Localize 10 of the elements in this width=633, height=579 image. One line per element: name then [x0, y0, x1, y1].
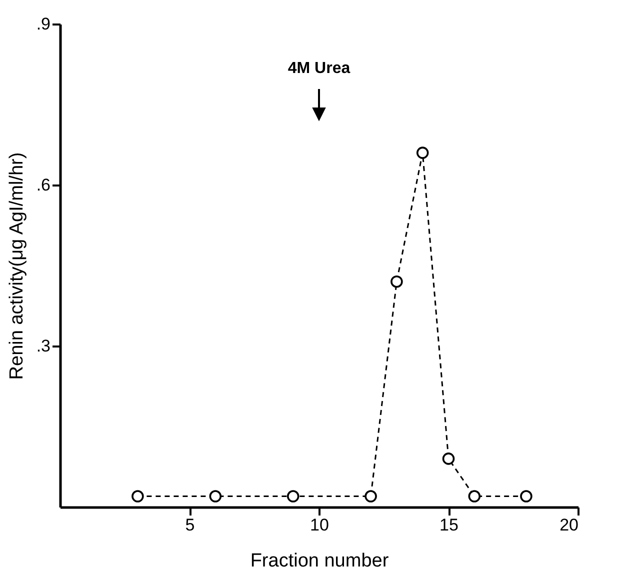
x-tick-label: 5 — [185, 516, 195, 534]
x-tick-label: 15 — [440, 516, 458, 534]
x-tick-label: 10 — [310, 516, 329, 534]
y-tick-label: .6 — [36, 176, 50, 194]
x-axis-title: Fraction number — [250, 550, 390, 572]
y-tick-label: .9 — [36, 14, 50, 34]
x-tick-label: 20 — [560, 516, 578, 534]
y-axis-title: Renin activity(μg AgI/ml/hr) — [6, 152, 28, 380]
y-tick-label: .3 — [36, 336, 50, 356]
annotation: 4M Urea — [288, 60, 350, 77]
